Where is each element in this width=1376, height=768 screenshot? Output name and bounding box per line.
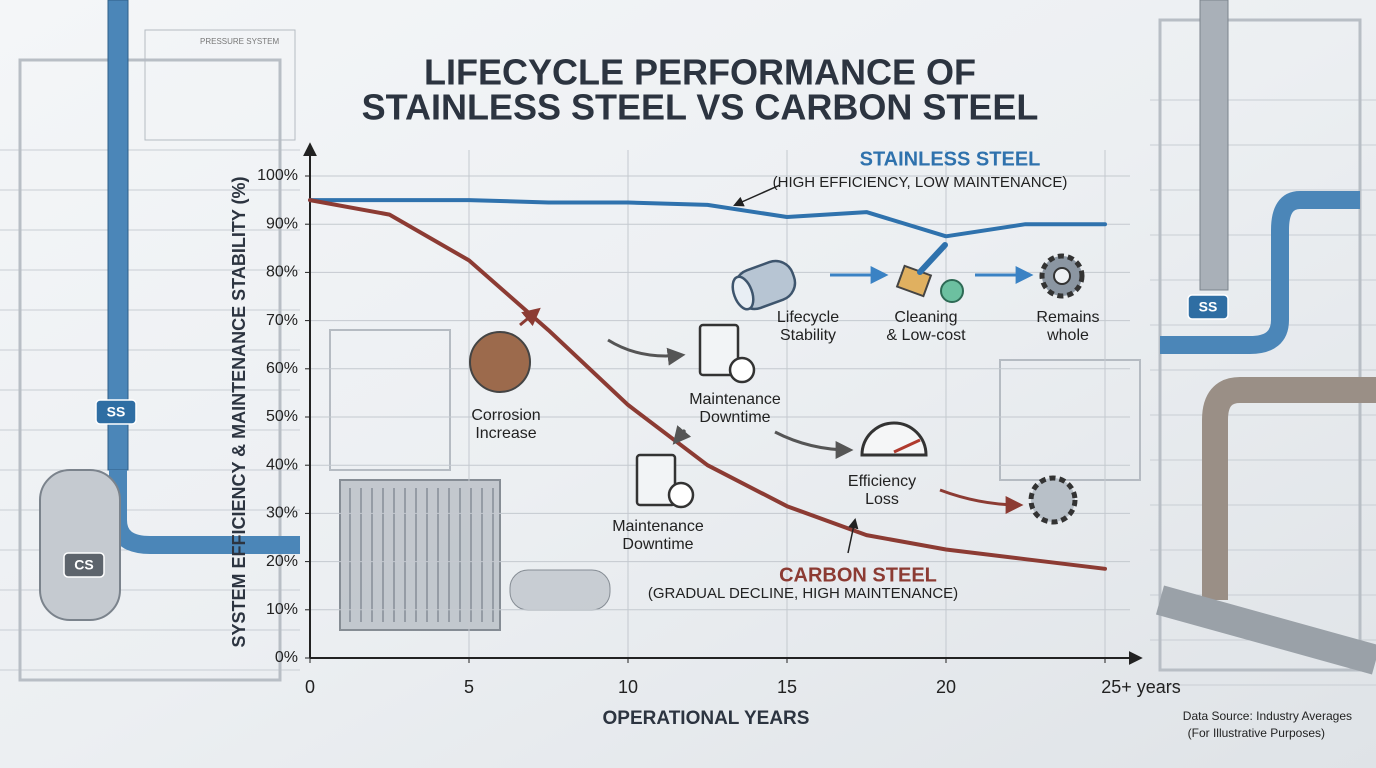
flow-arrow bbox=[672, 425, 692, 445]
annotation: Efficiency bbox=[848, 473, 916, 490]
clipboard-icon bbox=[698, 323, 740, 377]
y-tick-label: 100% bbox=[257, 167, 298, 184]
gauge-icon bbox=[860, 421, 928, 457]
source-note: Data Source: Industry Averages bbox=[1183, 709, 1352, 723]
blue-pipe-right bbox=[1160, 191, 1360, 354]
tank bbox=[39, 469, 121, 621]
chart-title: LIFECYCLE PERFORMANCE OF bbox=[424, 52, 976, 93]
annotation: Loss bbox=[865, 491, 899, 508]
x-tick-label: 25+ years bbox=[1101, 677, 1181, 697]
flow-arrow bbox=[774, 430, 854, 459]
x-tick-label: 0 bbox=[305, 677, 315, 697]
y-tick-label: 10% bbox=[266, 601, 298, 618]
badge-label: SS bbox=[1199, 299, 1218, 315]
clock-icon bbox=[667, 481, 695, 509]
series-line bbox=[308, 198, 1107, 571]
grey-pipe bbox=[1199, 0, 1229, 291]
factory bbox=[329, 329, 451, 471]
series-description: (GRADUAL DECLINE, HIGH MAINTENANCE) bbox=[648, 585, 958, 602]
badge-label: SS bbox=[107, 404, 126, 420]
y-tick-label: 30% bbox=[266, 505, 298, 522]
cylinder-pipe bbox=[509, 569, 611, 611]
coin-icon bbox=[940, 279, 964, 303]
x-tick-label: 10 bbox=[618, 677, 638, 697]
corrosion-icon bbox=[469, 331, 531, 393]
broken-gear-icon bbox=[1028, 475, 1078, 525]
annotation: & Low-cost bbox=[886, 327, 966, 344]
clipboard-icon bbox=[635, 453, 677, 507]
badge bbox=[1187, 294, 1229, 320]
series-line bbox=[308, 198, 1107, 239]
x-tick-label: 15 bbox=[777, 677, 797, 697]
flow-arrow bbox=[607, 338, 686, 366]
y-tick-label: 40% bbox=[266, 456, 298, 473]
window-frame bbox=[18, 58, 282, 682]
heat-exchanger bbox=[339, 479, 501, 631]
flow-arrow bbox=[519, 307, 541, 327]
y-tick-label: 60% bbox=[266, 360, 298, 377]
badge-label: CS bbox=[74, 557, 93, 573]
rusty-pipe-low bbox=[1155, 585, 1376, 675]
annotation: Cleaning bbox=[894, 309, 957, 326]
annotation: Remains bbox=[1036, 309, 1099, 326]
series-description: (HIGH EFFICIENCY, LOW MAINTENANCE) bbox=[773, 174, 1068, 191]
x-tick-label: 20 bbox=[936, 677, 956, 697]
flow-arrow bbox=[939, 488, 1024, 514]
y-tick-label: 90% bbox=[266, 215, 298, 232]
annotation: Corrosion bbox=[471, 407, 540, 424]
sketch-box bbox=[144, 29, 296, 141]
gauge-needle bbox=[893, 438, 921, 454]
gear-hole bbox=[1053, 267, 1071, 285]
pipe-icon-end bbox=[731, 275, 755, 311]
source-note: (For Illustrative Purposes) bbox=[1188, 726, 1325, 740]
rusty-pipe bbox=[1202, 377, 1376, 600]
plot: 0% 10% 20% 30% 40% 50% 60% 70% 80% 90% 100% 0 5 10 15 2… bbox=[63, 142, 1352, 740]
decor: PRESSURE SYSTEM bbox=[0, 0, 1376, 686]
annotation: Stability bbox=[780, 327, 836, 344]
y-axis-title: SYSTEM EFFICIENCY & MAINTENANCE STABILIT… bbox=[229, 176, 249, 647]
annotation: Maintenance bbox=[612, 518, 704, 535]
annotation: Downtime bbox=[699, 409, 770, 426]
x-axis-title: OPERATIONAL YEARS bbox=[603, 708, 810, 729]
clock-icon bbox=[728, 356, 756, 384]
pointer bbox=[847, 517, 859, 554]
y-tick-label: 50% bbox=[266, 408, 298, 425]
annotation: Maintenance bbox=[689, 391, 781, 408]
annotation: Lifecycle bbox=[777, 309, 839, 326]
badge bbox=[95, 399, 137, 425]
badge bbox=[63, 552, 105, 578]
factory bbox=[999, 359, 1141, 481]
y-tick-label: 0% bbox=[275, 649, 298, 666]
y-tick-label: 80% bbox=[266, 264, 298, 281]
y-tick-label: 70% bbox=[266, 312, 298, 329]
pointer bbox=[733, 184, 781, 207]
series-label: CARBON STEEL bbox=[779, 564, 937, 586]
annotation: Downtime bbox=[622, 536, 693, 553]
annotation: whole bbox=[1046, 327, 1089, 344]
x-tick-label: 5 bbox=[464, 677, 474, 697]
y-tick-label: 20% bbox=[266, 553, 298, 570]
annotation: Increase bbox=[475, 425, 536, 442]
brush-handle bbox=[917, 242, 948, 275]
sketch-label: PRESSURE SYSTEM bbox=[200, 37, 279, 46]
series-label: STAINLESS STEEL bbox=[860, 148, 1041, 170]
chart-title: STAINLESS STEEL VS CARBON STEEL bbox=[362, 87, 1039, 128]
